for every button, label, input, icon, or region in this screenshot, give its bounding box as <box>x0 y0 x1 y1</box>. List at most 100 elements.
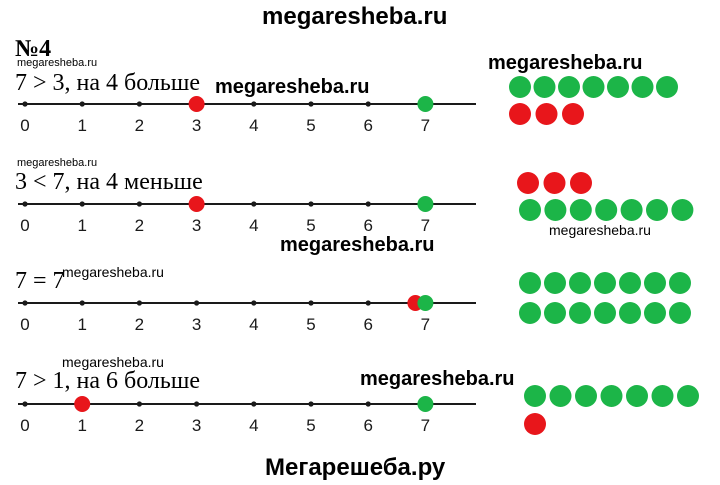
green-counter-dot <box>669 272 691 294</box>
tick-label: 1 <box>77 216 86 235</box>
tick-label: 0 <box>20 315 29 334</box>
tick-label: 5 <box>306 216 315 235</box>
red-point-row1 <box>188 96 205 112</box>
red-counter-dot <box>562 103 584 125</box>
watermark-row2-right: megaresheba.ru <box>549 222 651 238</box>
tick-dot <box>251 201 257 207</box>
green-counter-dot <box>651 385 674 407</box>
watermark-row1-mid: megaresheba.ru <box>215 76 370 98</box>
tick-dot <box>136 101 142 107</box>
green-counter-dot <box>569 272 591 294</box>
tick-label: 2 <box>135 216 144 235</box>
watermark-row3-mid: megaresheba.ru <box>280 234 435 256</box>
red-point-row2 <box>188 196 205 212</box>
tick-label: 6 <box>363 116 372 135</box>
statement-row3: 7 = 7 <box>15 268 65 294</box>
green-counter-dot <box>509 76 531 98</box>
tick-label: 1 <box>77 315 86 334</box>
tick-label: 4 <box>249 416 258 435</box>
footer-title: Мегарешеба.ру <box>265 454 446 481</box>
red-counter-dot <box>524 413 546 435</box>
tick-dot <box>308 201 314 207</box>
green-counter-dot <box>646 199 668 221</box>
tick-label: 3 <box>192 216 201 235</box>
green-counter-dot <box>594 272 616 294</box>
tick-dot <box>365 401 371 407</box>
watermark-row1-right: megaresheba.ru <box>488 52 643 74</box>
green-counter-dot <box>519 302 541 324</box>
statement-row1: 7 > 3, на 4 больше <box>15 70 200 96</box>
watermark-row4-left: megaresheba.ru <box>62 354 164 370</box>
statement-row4: 7 > 1, на 6 больше <box>15 368 200 394</box>
green-counter-dot <box>524 385 546 407</box>
green-counter-dot <box>582 76 605 98</box>
red-counter-dot <box>543 172 566 194</box>
tick-label: 1 <box>77 416 86 435</box>
tick-label: 7 <box>421 315 430 334</box>
tick-dot <box>251 300 257 306</box>
tick-label: 6 <box>363 216 372 235</box>
green-counter-dot <box>631 76 654 98</box>
tick-dot <box>365 101 371 107</box>
green-counter-dot <box>558 76 580 98</box>
green-counter-dot <box>549 385 572 407</box>
green-counter-dot <box>533 76 556 98</box>
green-counter-dot <box>569 199 592 221</box>
tick-dot <box>308 300 314 306</box>
green-counter-dot <box>656 76 678 98</box>
tick-label: 2 <box>135 315 144 334</box>
green-counter-dot <box>626 385 648 407</box>
green-counter-dot <box>519 272 541 294</box>
tick-dot <box>251 101 257 107</box>
green-counter-dot <box>607 76 629 98</box>
green-counter-dot <box>620 199 643 221</box>
tick-label: 5 <box>306 315 315 334</box>
red-counter-dot <box>517 172 539 194</box>
green-counter-dot <box>519 199 541 221</box>
tick-label: 7 <box>421 216 430 235</box>
watermark-top: megaresheba.ru <box>262 3 448 30</box>
tick-label: 4 <box>249 315 258 334</box>
green-point-row2 <box>417 196 434 212</box>
green-counter-dot <box>575 385 597 407</box>
red-point-row4 <box>74 396 91 412</box>
statement-row2: 3 < 7, на 4 меньше <box>15 169 203 195</box>
tick-label: 0 <box>20 416 29 435</box>
tick-dot <box>136 201 142 207</box>
tick-dot <box>79 101 85 107</box>
green-counter-dot <box>619 272 641 294</box>
tick-label: 0 <box>20 216 29 235</box>
tick-dot <box>194 401 200 407</box>
red-counter-dot <box>509 103 531 125</box>
green-counter-dot <box>644 302 666 324</box>
red-counter-dot <box>570 172 592 194</box>
tick-dot <box>194 300 200 306</box>
red-counter-dot <box>535 103 558 125</box>
watermark-row4-mid: megaresheba.ru <box>360 368 515 390</box>
tick-label: 3 <box>192 116 201 135</box>
tick-label: 7 <box>421 416 430 435</box>
green-counter-dot <box>594 302 616 324</box>
tick-label: 6 <box>363 416 372 435</box>
tick-dot <box>365 300 371 306</box>
green-counter-dot <box>600 385 623 407</box>
tick-dot <box>251 401 257 407</box>
green-point-row4 <box>417 396 434 412</box>
tick-label: 4 <box>249 216 258 235</box>
tick-label: 6 <box>363 315 372 334</box>
tick-label: 1 <box>77 116 86 135</box>
green-counter-dot <box>677 385 699 407</box>
task-number: №4 <box>15 36 52 62</box>
green-counter-dot <box>669 302 691 324</box>
watermark-row1-tiny: megaresheba.ru <box>17 57 98 69</box>
tick-label: 4 <box>249 116 258 135</box>
tick-dot <box>22 101 28 107</box>
green-counter-dot <box>544 272 566 294</box>
watermark-row3-left: megaresheba.ru <box>62 264 164 280</box>
tick-dot <box>79 300 85 306</box>
tick-dot <box>365 201 371 207</box>
green-counter-dot <box>619 302 641 324</box>
tick-label: 5 <box>306 116 315 135</box>
green-counter-dot <box>644 272 666 294</box>
